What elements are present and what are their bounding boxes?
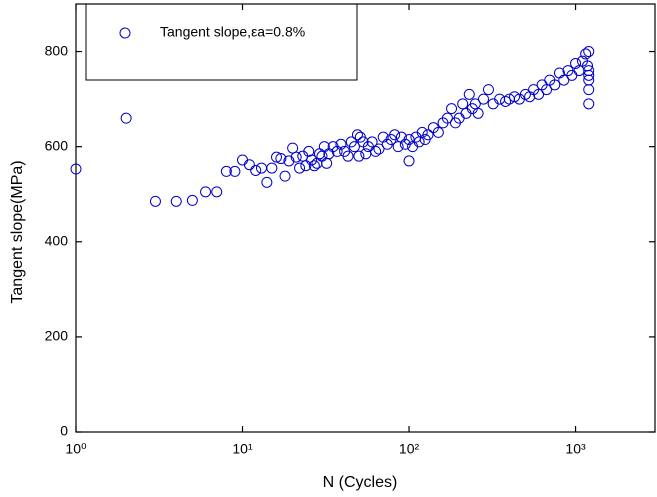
- scatter-point: [306, 154, 318, 166]
- plot-frame: [75, 3, 656, 433]
- scatter-point: [395, 131, 407, 143]
- scatter-point: [186, 194, 198, 206]
- scatter-point: [300, 160, 312, 172]
- scatter-point: [432, 126, 444, 138]
- scatter-point: [220, 165, 232, 177]
- scatter-point: [275, 153, 287, 165]
- scatter-point: [308, 160, 320, 172]
- scatter-point: [255, 162, 267, 174]
- legend-label: Tangent slope,εa=0.8%: [160, 24, 305, 40]
- scatter-point: [120, 112, 132, 124]
- scatter-point: [321, 157, 333, 169]
- scatter-point: [403, 155, 415, 167]
- scatter-point: [583, 98, 595, 110]
- legend-marker: [119, 27, 131, 39]
- scatter-point: [314, 148, 326, 160]
- scatter-point: [335, 138, 347, 150]
- x-axis-label: N (Cycles): [323, 474, 398, 491]
- scatter-point: [549, 79, 561, 91]
- scatter-point: [287, 142, 299, 154]
- x-tick-label: 10¹: [232, 441, 253, 457]
- scatter-point: [392, 141, 404, 153]
- scatter-point: [583, 46, 595, 58]
- x-tick-label: 10³: [565, 441, 586, 457]
- scatter-point: [583, 69, 595, 81]
- scatter-point: [348, 141, 360, 153]
- scatter-point: [389, 129, 401, 141]
- scatter-point: [229, 165, 241, 177]
- scatter-point: [477, 93, 489, 105]
- scatter-point: [403, 134, 415, 146]
- scatter-point: [500, 95, 512, 107]
- scatter-point: [243, 159, 255, 171]
- scatter-point: [416, 126, 428, 138]
- y-axis-label: Tangent slope(MPa): [9, 160, 26, 303]
- scatter-point: [271, 151, 283, 163]
- y-tick-label: 400: [45, 232, 69, 248]
- scatter-point: [342, 150, 354, 162]
- scatter-point: [373, 143, 385, 155]
- scatter-point: [446, 103, 458, 115]
- y-tick-label: 0: [60, 423, 68, 439]
- scatter-point: [261, 176, 273, 188]
- scatter-point: [370, 145, 382, 157]
- x-tick-label: 10⁰: [65, 441, 87, 457]
- scatter-point: [170, 195, 182, 207]
- scatter-point: [570, 57, 582, 69]
- scatter-point: [463, 88, 475, 100]
- x-tick-label: 10²: [399, 441, 420, 457]
- scatter-point: [266, 162, 278, 174]
- scatter-point: [558, 74, 570, 86]
- scatter-point: [211, 186, 223, 198]
- scatter-point: [70, 163, 82, 175]
- scatter-point: [316, 150, 328, 162]
- scatter-point: [457, 98, 469, 110]
- scatter-point: [441, 112, 453, 124]
- scatter-point: [533, 88, 545, 100]
- scatter-point: [422, 129, 434, 141]
- scatter-point: [279, 170, 291, 182]
- scatter-point: [283, 155, 295, 167]
- scatter-point: [250, 164, 262, 176]
- scatter-point: [482, 84, 494, 96]
- scatter-point: [360, 148, 372, 160]
- legend-box: [85, 3, 358, 81]
- scatter-point: [149, 195, 161, 207]
- scatter-point: [294, 162, 306, 174]
- scatter-point: [472, 107, 484, 119]
- scatter-point: [200, 186, 212, 198]
- scatter-point: [494, 93, 506, 105]
- scatter-point: [366, 136, 378, 148]
- y-tick-label: 200: [45, 328, 69, 344]
- scatter-point: [331, 145, 343, 157]
- scatter-point: [580, 48, 592, 60]
- scatter-point: [460, 107, 472, 119]
- scatter-point: [583, 84, 595, 96]
- scatter-point: [351, 129, 363, 141]
- y-tick-label: 800: [45, 42, 69, 58]
- scatter-point: [487, 98, 499, 110]
- scatter-point: [237, 154, 249, 166]
- scatter-point: [541, 84, 553, 96]
- scatter-point: [290, 151, 302, 163]
- scatter-point: [353, 150, 365, 162]
- scatter-point: [509, 91, 521, 103]
- y-tick-label: 600: [45, 137, 69, 153]
